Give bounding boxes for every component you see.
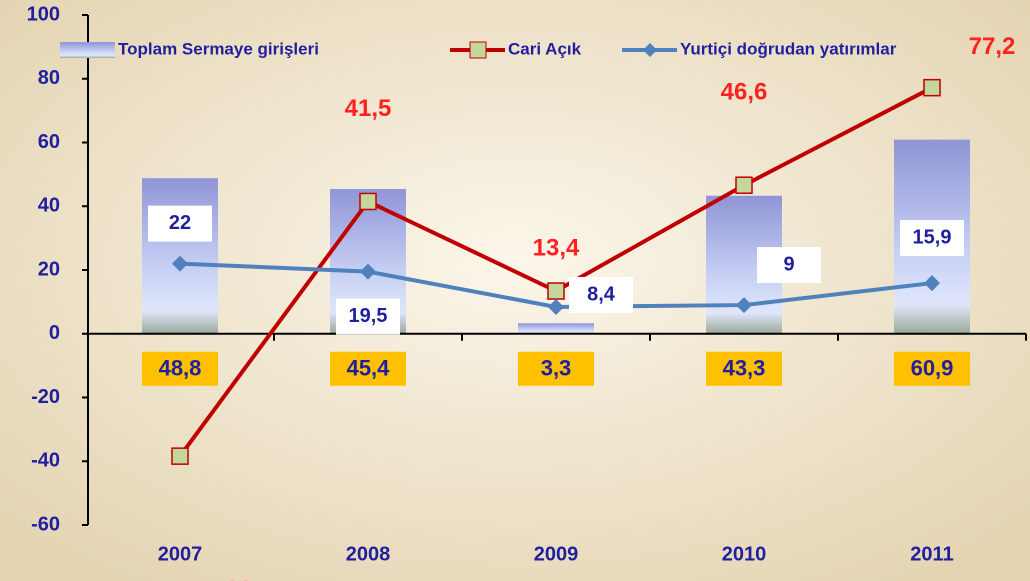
bar-label: 48,8 <box>159 356 202 381</box>
value-label: 22 <box>169 212 191 234</box>
x-tick-label: 2010 <box>722 543 767 565</box>
bar-label: 3,3 <box>541 356 572 381</box>
marker <box>547 282 565 300</box>
marker <box>359 192 377 211</box>
marker <box>923 78 941 97</box>
y-tick-label: 80 <box>38 67 60 89</box>
bar <box>518 323 594 334</box>
marker <box>171 447 189 465</box>
y-tick-label: 40 <box>38 195 60 217</box>
bar-label-box <box>518 351 594 386</box>
x-tick-label: 2008 <box>346 543 391 565</box>
legend-swatch <box>60 42 115 58</box>
value-label: 77,2 <box>969 33 1016 60</box>
x-tick-label: 2007 <box>158 543 203 565</box>
bar-label-box <box>706 351 782 386</box>
value-label: 46,6 <box>721 79 768 106</box>
marker <box>924 275 940 292</box>
y-tick-label: 20 <box>38 258 60 280</box>
bar-label-box <box>142 351 218 386</box>
value-label-box <box>757 247 821 284</box>
x-tick-label: 2009 <box>534 543 579 565</box>
legend-marker <box>469 41 487 59</box>
bar-label: 60,9 <box>911 356 954 381</box>
bar-label: 45,4 <box>347 356 391 381</box>
y-tick-label: 60 <box>38 131 60 153</box>
y-tick-label: -20 <box>31 386 60 408</box>
x-tick-label: 2011 <box>910 543 953 565</box>
marker <box>360 263 376 280</box>
value-label: 19,5 <box>349 305 388 327</box>
value-label: -38,4 <box>218 576 273 581</box>
value-label: 9 <box>783 253 794 275</box>
value-label-box <box>569 276 633 313</box>
value-label: 8,4 <box>587 283 616 305</box>
legend-label: Yurtiçi doğrudan yatırımlar <box>680 39 897 58</box>
value-label: 41,5 <box>345 95 392 122</box>
marker <box>736 297 752 314</box>
y-tick-label: 100 <box>27 3 60 25</box>
marker <box>735 176 753 194</box>
bar-label-box <box>330 351 406 386</box>
value-label: 13,4 <box>533 234 580 261</box>
y-tick-label: -60 <box>31 513 60 535</box>
marker <box>548 298 564 315</box>
marker <box>172 255 188 272</box>
legend-label: Toplam Sermaye girişleri <box>118 39 319 58</box>
legend-marker <box>643 43 657 57</box>
bar-label: 43,3 <box>723 356 766 381</box>
value-label: 15,9 <box>913 226 952 248</box>
value-label-box <box>336 298 400 335</box>
y-tick-label: -40 <box>31 450 60 472</box>
legend-label: Cari Açık <box>508 39 582 58</box>
y-tick-label: 0 <box>49 322 60 344</box>
bar-label-box <box>894 351 970 386</box>
value-label-box <box>900 220 964 257</box>
value-label-box <box>148 205 212 242</box>
